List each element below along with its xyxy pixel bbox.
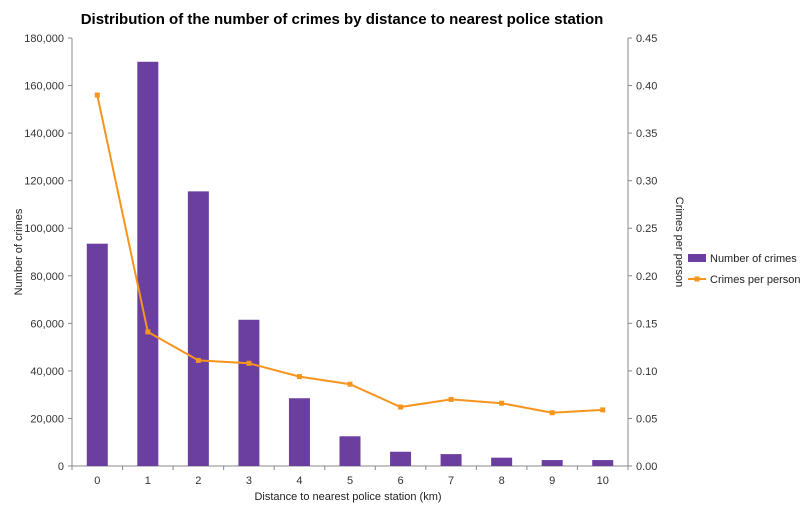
y2-tick-label: 0.30	[636, 176, 657, 188]
x-tick-label: 5	[347, 475, 353, 487]
chart-title: Distribution of the number of crimes by …	[81, 11, 604, 28]
y-tick-label: 20,000	[30, 413, 64, 425]
crimes-per-person-line	[96, 94, 603, 414]
y2-tick-label: 0.15	[636, 318, 657, 330]
x-tick-label: 6	[397, 475, 403, 487]
y-tick-label: 140,000	[24, 128, 64, 140]
legend-bar-swatch	[688, 254, 706, 262]
y-axis-title: Number of crimes	[13, 208, 25, 295]
bar	[541, 460, 563, 466]
line-point	[94, 92, 100, 98]
x-tick-label: 3	[246, 475, 252, 487]
line-point	[246, 360, 252, 366]
y-tick-label: 160,000	[24, 81, 64, 93]
bar	[440, 454, 462, 466]
line-point	[600, 407, 606, 413]
line-point	[145, 329, 151, 335]
y-tick-label: 120,000	[24, 176, 64, 188]
bar	[288, 398, 310, 466]
y2-tick-label: 0.25	[636, 223, 657, 235]
line-series	[94, 92, 606, 416]
x-axis-title: Distance to nearest police station (km)	[254, 491, 441, 503]
x-tick-label: 8	[499, 475, 505, 487]
y-tick-label: 0	[58, 461, 64, 473]
line-point	[549, 410, 555, 416]
y2-tick-label: 0.35	[636, 128, 657, 140]
y-tick-label: 80,000	[30, 271, 64, 283]
bar	[491, 457, 513, 466]
x-tick-label: 1	[145, 475, 151, 487]
bar	[339, 436, 361, 466]
x-tick-label: 7	[448, 475, 454, 487]
bar	[592, 460, 614, 466]
y2-tick-label: 0.00	[636, 461, 657, 473]
line-point	[195, 357, 201, 363]
bar	[137, 61, 159, 467]
line-point	[347, 381, 353, 387]
bar	[86, 243, 108, 466]
tick-labels: 0 20,000 40,000 60,000 80,000 100,000 120,000 1…	[24, 33, 657, 487]
x-tick-label: 4	[296, 475, 302, 487]
y2-tick-label: 0.20	[636, 271, 657, 283]
bar-series	[86, 61, 614, 467]
y-tick-label: 60,000	[30, 318, 64, 330]
y2-axis-title: Crimes per person	[673, 197, 685, 287]
bar	[187, 191, 209, 466]
y-tick-label: 100,000	[24, 223, 64, 235]
legend: Number of crimes Crimes per person	[688, 253, 800, 286]
legend-line-marker	[694, 276, 700, 282]
y2-tick-label: 0.40	[636, 81, 657, 93]
x-tick-label: 9	[549, 475, 555, 487]
line-point	[296, 374, 302, 380]
line-point	[499, 400, 505, 406]
bar	[390, 451, 412, 466]
y-tick-label: 180,000	[24, 33, 64, 45]
x-tick-label: 10	[597, 475, 609, 487]
line-point	[398, 404, 404, 410]
y-tick-label: 40,000	[30, 366, 64, 378]
legend-bar-label: Number of crimes	[710, 253, 797, 265]
y2-tick-label: 0.45	[636, 33, 657, 45]
x-tick-label: 2	[195, 475, 201, 487]
legend-line-label: Crimes per person	[710, 274, 800, 286]
bar	[238, 319, 260, 466]
x-tick-label: 0	[94, 475, 100, 487]
y2-tick-label: 0.10	[636, 366, 657, 378]
line-point	[448, 396, 454, 402]
y2-tick-label: 0.05	[636, 413, 657, 425]
